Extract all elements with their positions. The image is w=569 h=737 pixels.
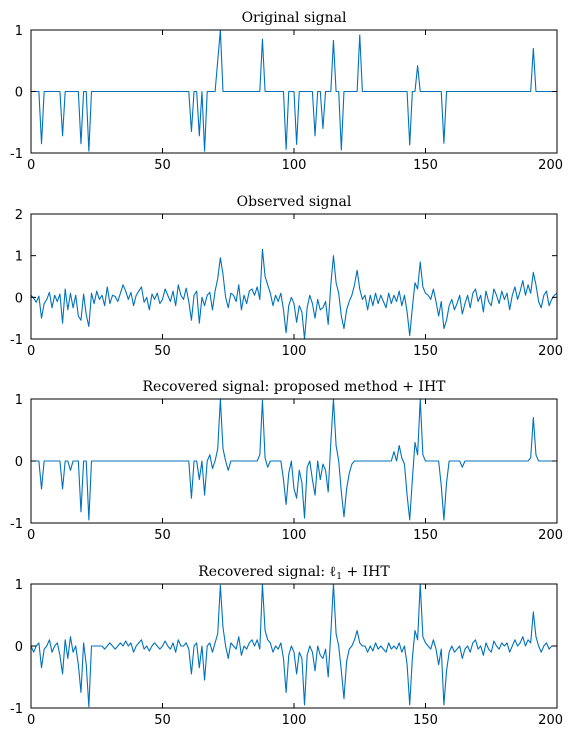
x-tick-label: 50 [154, 344, 171, 359]
subplot-4: Recovered signal: ℓ1 + IHT 0 50 100 150 200 -1… [10, 564, 563, 728]
y-tick-label: 1 [15, 24, 23, 39]
y-tick-label: -1 [10, 702, 23, 717]
x-tick-label: 200 [538, 528, 563, 543]
y-tick-label: 0 [15, 640, 23, 655]
x-tick-label: 150 [413, 713, 438, 728]
axes-frame [30, 583, 558, 709]
y-tick-label: 0 [15, 455, 23, 470]
subplot-title: Original signal [242, 10, 347, 26]
signal-series-line [31, 29, 557, 152]
x-tick-label: 150 [413, 158, 438, 173]
signal-series-line [31, 398, 557, 521]
x-tick-label: 0 [27, 528, 35, 543]
y-tick-label: 0 [15, 291, 23, 306]
y-tick-label: -1 [10, 333, 23, 348]
y-tick-label: -1 [10, 147, 23, 162]
y-tick-label: 0 [15, 86, 23, 101]
x-tick-label: 150 [413, 528, 438, 543]
signal-series-line [30, 248, 558, 340]
x-tick-label: 100 [282, 158, 307, 173]
signal-series-line [30, 583, 557, 708]
x-tick-label: 200 [538, 344, 563, 359]
y-tick-label: -1 [10, 517, 23, 532]
y-tick-label: 1 [15, 393, 23, 408]
x-tick-label: 50 [154, 713, 171, 728]
axes-frame [30, 213, 558, 340]
x-tick-label: 100 [282, 344, 307, 359]
x-tick-label: 200 [538, 158, 563, 173]
subplot-title: Recovered signal: ℓ1 + IHT [198, 564, 390, 582]
x-tick-label: 50 [154, 528, 171, 543]
y-tick-label: 1 [15, 578, 23, 593]
subplot-title: Recovered signal: proposed method + IHT [143, 379, 447, 395]
x-tick-label: 100 [282, 528, 307, 543]
x-tick-label: 0 [27, 713, 35, 728]
subplot-2: Observed signal 0 50 100 150 200 -1 0 1 2 [10, 194, 563, 359]
x-tick-label: 50 [154, 158, 171, 173]
subplot-1: Original signal 0 50 100 150 200 -1 0 1 [10, 10, 563, 173]
y-tick-label: 2 [15, 208, 23, 223]
y-tick-label: 1 [15, 250, 23, 265]
subplot-3: Recovered signal: proposed method + IHT 0… [10, 379, 563, 543]
x-tick-label: 150 [413, 344, 438, 359]
x-tick-label: 0 [27, 344, 35, 359]
x-tick-label: 100 [282, 713, 307, 728]
x-tick-label: 0 [27, 158, 35, 173]
subplot-title: Observed signal [237, 194, 352, 210]
x-tick-label: 200 [538, 713, 563, 728]
